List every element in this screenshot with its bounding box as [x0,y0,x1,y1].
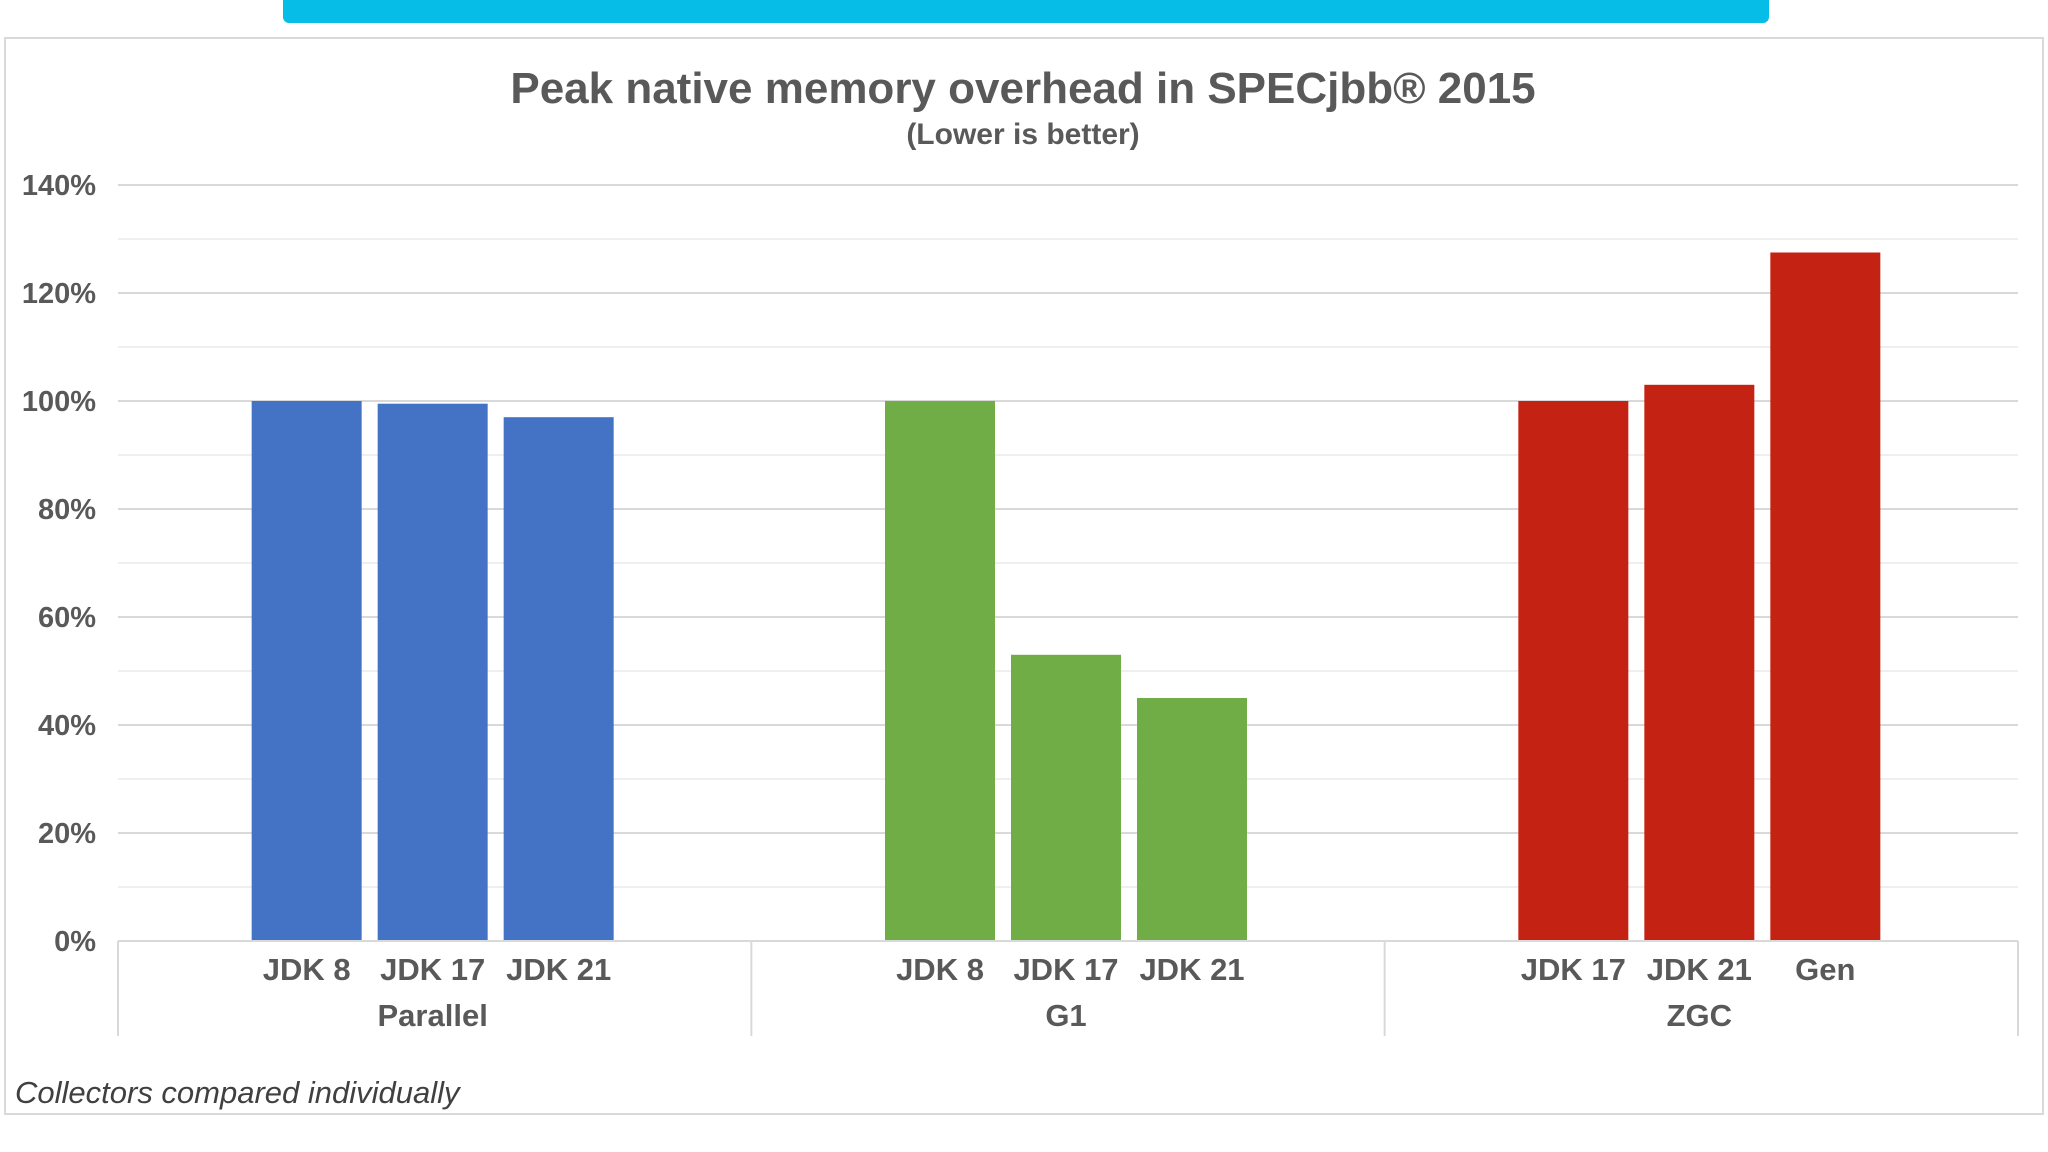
bar [1644,384,1755,941]
bar [1137,698,1247,941]
y-tick-label: 0% [54,926,96,958]
x-tick-label: JDK 8 [263,952,351,987]
y-tick-label: 40% [38,710,96,742]
y-tick-label: 20% [38,818,96,850]
x-tick-label: JDK 17 [1521,952,1626,987]
x-tick-label: JDK 21 [506,952,611,987]
y-tick-label: 140% [22,170,96,202]
x-tick-label: Gen [1795,952,1855,987]
bar [1011,654,1121,941]
bar [1518,401,1629,941]
group-label: Parallel [378,998,488,1033]
y-axis-ticks: 0% 20% 40% 60% 80% 100% 120% 140% [22,170,96,958]
y-tick-label: 60% [38,602,96,634]
group-label: G1 [1045,998,1086,1033]
x-tick-label: JDK 17 [380,952,485,987]
x-axis-ticks: JDK 8 JDK 17 JDK 21 Parallel JDK 8 JDK 17 JDK … [263,952,1856,1033]
chart-subtitle: (Lower is better) [906,118,1139,151]
axes [117,940,2019,1036]
x-tick-label: JDK 8 [896,952,984,987]
bar [503,417,614,941]
y-tick-label: 120% [22,278,96,310]
bar [885,401,995,941]
bar [377,403,488,941]
footnote: Collectors compared individually [15,1075,462,1110]
y-tick-label: 80% [38,494,96,526]
bar [1770,252,1881,941]
bars [251,252,1881,941]
x-tick-label: JDK 21 [1647,952,1752,987]
x-tick-label: JDK 21 [1139,952,1244,987]
x-tick-label: JDK 17 [1013,952,1118,987]
chart-title: Peak native memory overhead in SPECjbb® … [510,64,1535,113]
accent-bar [283,0,1769,23]
y-tick-label: 100% [22,386,96,418]
bar [251,401,362,941]
group-label: ZGC [1667,998,1732,1033]
